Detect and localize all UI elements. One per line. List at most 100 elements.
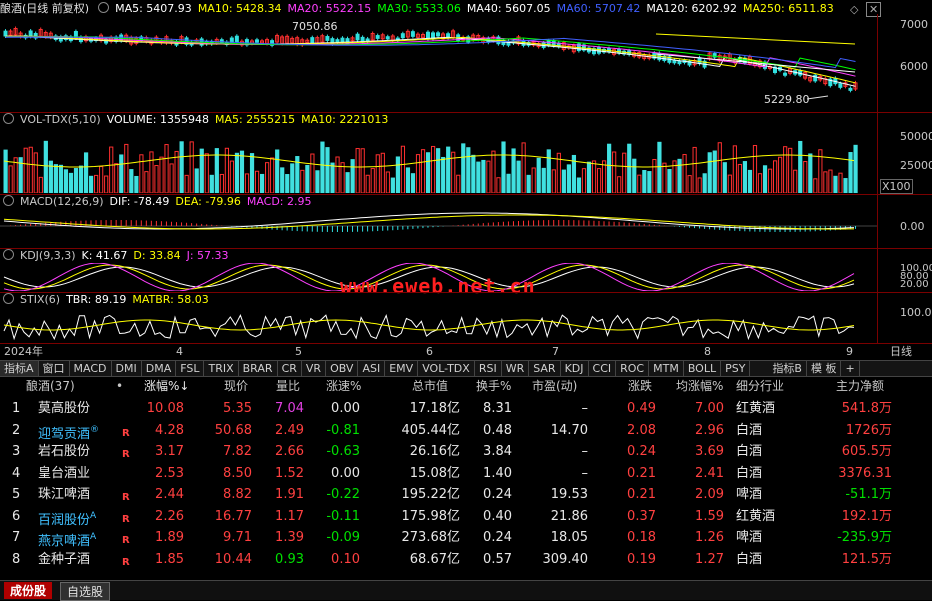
candle-body — [320, 35, 325, 43]
gear-icon[interactable] — [3, 195, 14, 206]
volume-bar — [355, 148, 360, 193]
legend-item: MA40: 5607.05 — [466, 2, 551, 15]
toolbar-item[interactable]: KDJ — [561, 361, 589, 376]
volume-bar — [129, 169, 134, 193]
volume-bar — [425, 152, 431, 193]
gear-icon[interactable] — [3, 113, 14, 124]
col-mcap[interactable]: 总市值 — [412, 379, 449, 393]
toolbar-item[interactable]: DMI — [112, 361, 142, 376]
volume-bar — [571, 154, 577, 193]
volume-bar — [632, 158, 637, 193]
chart-title: 酿酒(日线 前复权) — [0, 2, 90, 15]
toolbar-item[interactable]: BOLL — [684, 361, 722, 376]
toolbar-item[interactable]: VR — [302, 361, 327, 376]
volume-bar — [586, 161, 592, 193]
toolbar-item[interactable]: ASI — [358, 361, 386, 376]
volume-bar — [199, 148, 204, 193]
toolbar-item[interactable]: MACD — [70, 361, 112, 376]
legend-item: MA10: 5428.34 — [197, 2, 282, 15]
collapse-icon[interactable]: ◇ — [850, 3, 859, 16]
toolbar-item[interactable]: 窗口 — [39, 361, 70, 376]
candle-body — [828, 78, 833, 87]
col-industry[interactable]: 细分行业 — [736, 379, 785, 393]
toolbar-item[interactable]: WR — [502, 361, 530, 376]
table-row[interactable]: 1 莫高股份 10.08 5.35 7.04 0.00 17.18亿 8.31 – 0.49 7.0… — [0, 398, 932, 420]
toolbar-item[interactable]: + — [841, 361, 860, 376]
cell-name: 莫高股份 — [38, 401, 91, 416]
period-label[interactable]: 日线 — [890, 345, 912, 358]
tab-components[interactable]: 成份股 — [4, 582, 53, 599]
table-row[interactable]: 8 金种子酒 R 1.85 10.44 0.93 0.10 68.67亿 0.57 309.40 0… — [0, 549, 932, 571]
volume-bar — [119, 154, 124, 193]
cell-net: -51.1万 — [845, 487, 892, 502]
toolbar-item[interactable]: 指标A — [0, 361, 39, 376]
vol-legend: VOL-TDX(5,10) VOLUME: 1355948 MA5: 2555215… — [0, 113, 400, 127]
candle-body — [8, 30, 13, 36]
matbr-line — [3, 319, 855, 331]
tab-watchlist[interactable]: 自选股 — [60, 582, 111, 601]
toolbar-item[interactable]: VOL-TDX — [418, 361, 475, 376]
volume-bar — [420, 149, 426, 193]
volume-bar — [159, 156, 164, 193]
volume-bar — [345, 172, 350, 193]
col-diff[interactable]: 涨跌 — [628, 379, 653, 393]
toolbar-item[interactable]: OBV — [326, 361, 359, 376]
toolbar-item[interactable]: 模 板 — [807, 361, 842, 376]
table-row[interactable]: 7 燕京啤酒A R 1.89 9.71 1.39 -0.09 273.68亿 0.24 18.05… — [0, 527, 932, 549]
volume-bar — [350, 159, 355, 193]
bottom-tabs: 成份股 自选股 — [0, 580, 932, 601]
cell-net: 121.5万 — [841, 551, 892, 567]
table-row[interactable]: 2 迎驾贡酒® R 4.28 50.68 2.49 -0.81 405.44亿 0.48 14.7… — [0, 420, 932, 442]
toolbar-item[interactable]: 指标B — [768, 361, 807, 376]
ma-line — [5, 36, 856, 69]
toolbar-item[interactable]: EMV — [385, 361, 419, 376]
cell-chg: 2.26 — [155, 508, 184, 524]
volume-bar — [149, 151, 154, 193]
gear-icon[interactable] — [3, 293, 14, 304]
ma-line — [5, 36, 856, 71]
col-avg[interactable]: 均涨幅% — [676, 379, 724, 393]
table-row[interactable]: 4 皇台酒业 2.53 8.50 1.52 0.00 15.08亿 1.40 – 0.21 2.41… — [0, 463, 932, 485]
toolbar-item[interactable]: MTM — [649, 361, 684, 376]
col-price[interactable]: 现价 — [224, 379, 249, 393]
col-net[interactable]: 主力净额 — [836, 379, 885, 393]
toolbar-item[interactable]: CCI — [589, 361, 617, 376]
volume-bar — [365, 174, 370, 193]
col-name[interactable]: 酿酒(37) — [26, 379, 75, 393]
legend-item: K: 41.67 — [81, 249, 128, 262]
table-row[interactable]: 5 珠江啤酒 R 2.44 8.82 1.91 -0.22 195.22亿 0.24 19.53 0… — [0, 484, 932, 506]
volume-bar — [798, 140, 803, 193]
gear-icon[interactable] — [3, 249, 14, 260]
toolbar-item[interactable]: TRIX — [204, 361, 239, 376]
candle-body — [33, 32, 38, 39]
close-icon[interactable]: ✕ — [865, 2, 882, 17]
cell-ind: 白酒 — [736, 422, 763, 438]
col-vol-ratio[interactable]: 量比 — [276, 379, 301, 393]
toolbar-item[interactable]: DMA — [142, 361, 177, 376]
candle-body — [712, 53, 717, 58]
toolbar-item[interactable]: ROC — [616, 361, 650, 376]
toolbar-item[interactable]: FSL — [176, 361, 205, 376]
table-row[interactable]: 3 岩石股份 R 3.17 7.82 2.66 -0.63 26.16亿 3.84 – 0.24 3.… — [0, 441, 932, 463]
volume-bar — [134, 175, 139, 193]
table-row[interactable]: 6 百润股份A R 2.26 16.77 1.17 -0.11 175.98亿 0.40 21.8… — [0, 506, 932, 528]
toolbar-item[interactable]: RSI — [475, 361, 502, 376]
toolbar-item[interactable]: BRAR — [239, 361, 278, 376]
col-speed[interactable]: 涨速% — [326, 379, 362, 393]
volume-bar — [169, 163, 174, 193]
cell-r: R — [122, 427, 130, 439]
cell-mcap: 195.22亿 — [401, 487, 461, 502]
toolbar-item[interactable]: SAR — [529, 361, 561, 376]
toolbar-item[interactable]: PSY — [721, 361, 751, 376]
toolbar-item[interactable]: CR — [278, 361, 302, 376]
col-turnover[interactable]: 换手% — [476, 379, 512, 393]
col-pe[interactable]: 市盈(动) — [532, 379, 578, 393]
cell-idx: 2 — [12, 422, 21, 438]
cell-spd: -0.09 — [326, 530, 360, 545]
gear-icon[interactable] — [98, 2, 110, 13]
volume-bar — [18, 157, 23, 193]
cell-pe: – — [581, 465, 589, 481]
volume-bar — [179, 141, 184, 193]
volume-chart — [3, 140, 858, 193]
col-change-pct[interactable]: 涨幅%↓ — [144, 379, 190, 393]
